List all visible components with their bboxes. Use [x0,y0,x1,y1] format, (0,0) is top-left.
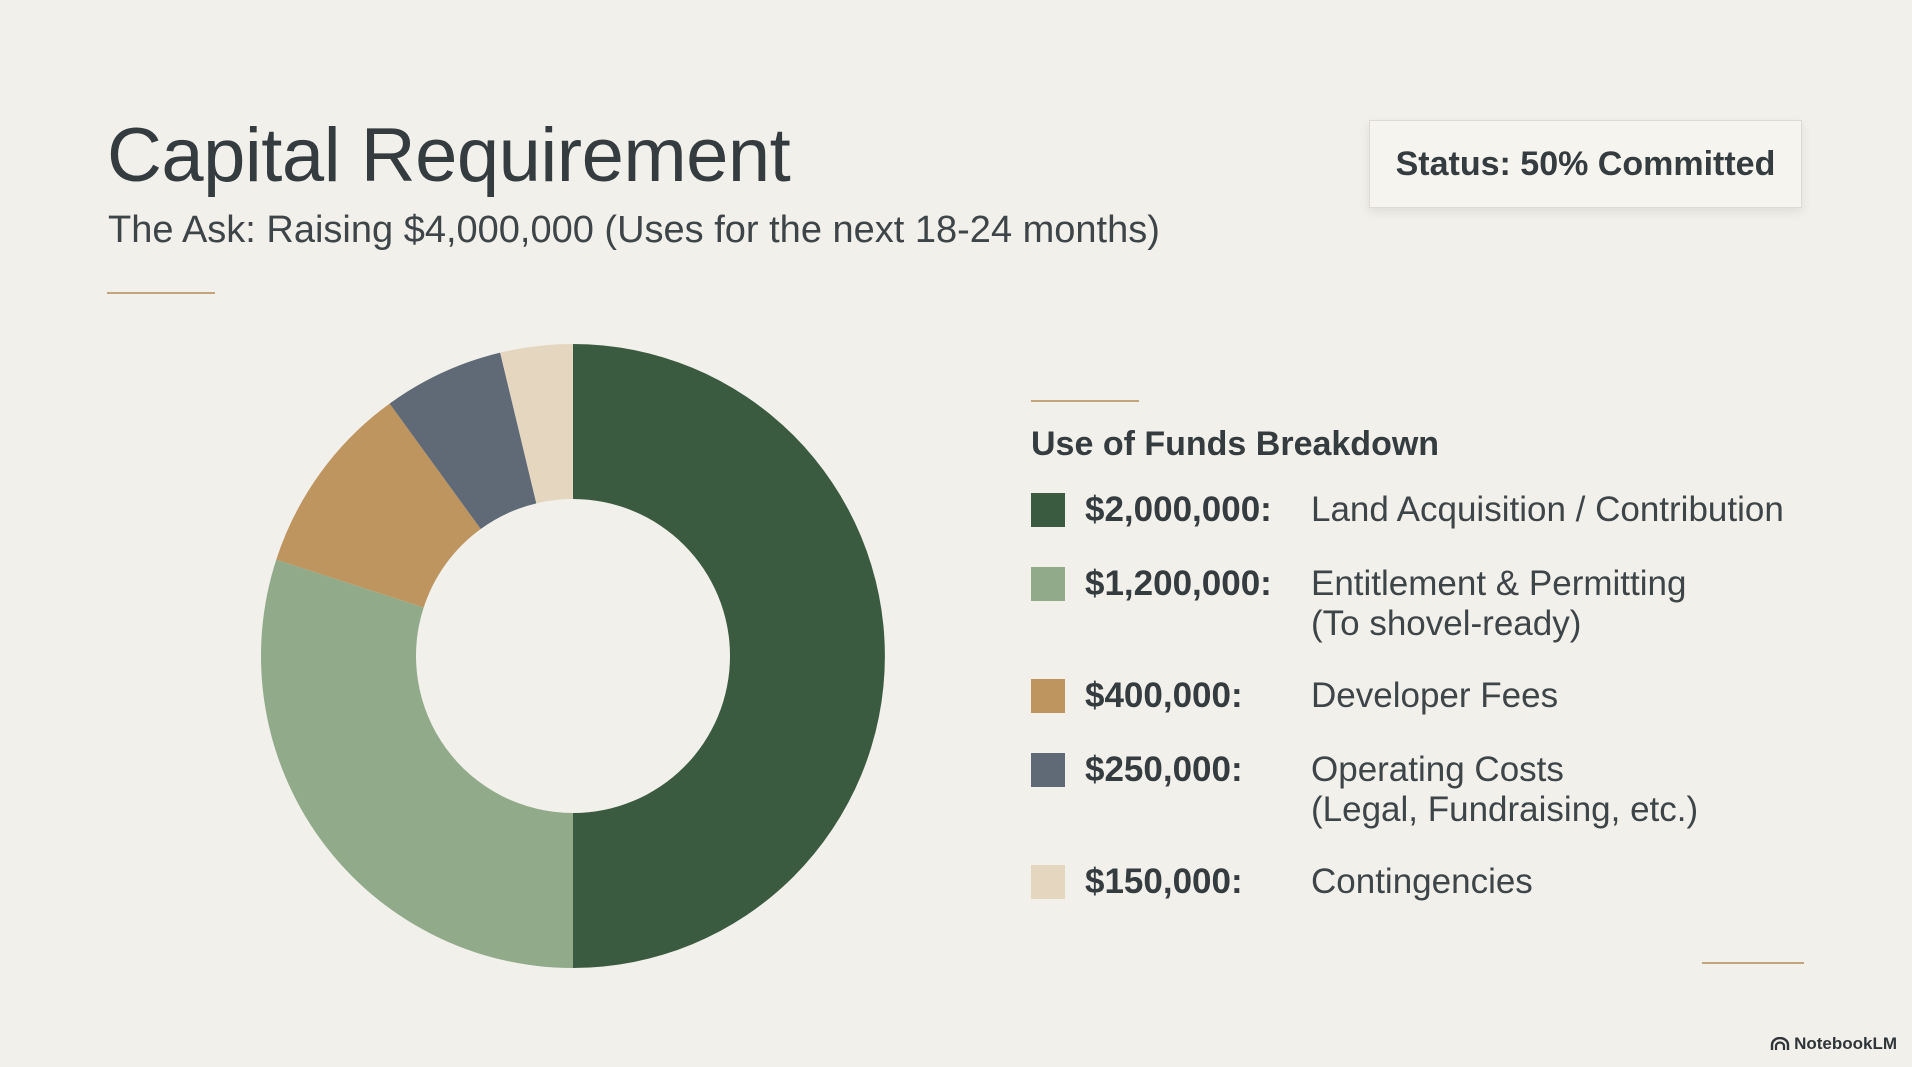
legend-description-line: Land Acquisition / Contribution [1311,490,1784,529]
page-subtitle: The Ask: Raising $4,000,000 (Uses for th… [108,209,1160,251]
legend-divider [1031,400,1139,402]
legend-title: Use of Funds Breakdown [1031,425,1440,463]
donut-slice [573,344,885,968]
page-title: Capital Requirement [107,113,791,198]
legend-amount: $400,000: [1085,676,1243,715]
title-divider [107,292,215,294]
brand-name: NotebookLM [1794,1034,1897,1053]
legend-item-operating-costs: $250,000: Operating Costs (Legal, Fundra… [1031,748,1784,830]
donut-slice [389,352,537,529]
legend-description: Entitlement & Permitting (To shovel-read… [1311,562,1686,644]
legend-description-line: (To shovel-ready) [1311,604,1582,643]
legend-amount: $250,000: [1085,750,1243,789]
donut-slice [276,403,481,608]
legend-item-land: $2,000,000: Land Acquisition / Contribut… [1031,488,1784,532]
brand-logo: NotebookLM [1770,1034,1897,1054]
donut-slice [260,559,573,968]
legend-swatch [1031,753,1065,787]
legend-swatch [1031,567,1065,601]
legend-item-entitlement: $1,200,000: Entitlement & Permitting (To… [1031,562,1784,644]
legend-description-line: (Legal, Fundraising, etc.) [1311,790,1699,829]
legend-amount: $1,200,000: [1085,564,1272,603]
legend-amount: $150,000: [1085,862,1243,901]
status-badge: Status: 50% Committed [1369,120,1802,208]
donut-chart [260,344,885,968]
footer-divider [1702,962,1804,964]
legend-description: Land Acquisition / Contribution [1311,488,1784,530]
legend-swatch [1031,493,1065,527]
legend-item-developer-fees: $400,000: Developer Fees [1031,674,1784,718]
status-text: Status: 50% Committed [1395,144,1776,183]
legend-description-line: Developer Fees [1311,676,1559,715]
legend-swatch [1031,865,1065,899]
legend-swatch [1031,679,1065,713]
legend-description-line: Operating Costs [1311,750,1564,789]
legend-amount: $2,000,000: [1085,490,1272,529]
legend-description: Operating Costs (Legal, Fundraising, etc… [1311,748,1698,830]
legend-description-line: Contingencies [1311,862,1533,901]
notebooklm-icon [1770,1037,1790,1050]
legend-item-contingencies: $150,000: Contingencies [1031,860,1784,904]
chart-legend: Use of Funds Breakdown $2,000,000: Land … [1031,425,1784,934]
legend-description: Developer Fees [1311,674,1558,716]
legend-description-line: Entitlement & Permitting [1311,564,1687,603]
legend-description: Contingencies [1311,860,1533,902]
donut-slice [500,344,573,504]
